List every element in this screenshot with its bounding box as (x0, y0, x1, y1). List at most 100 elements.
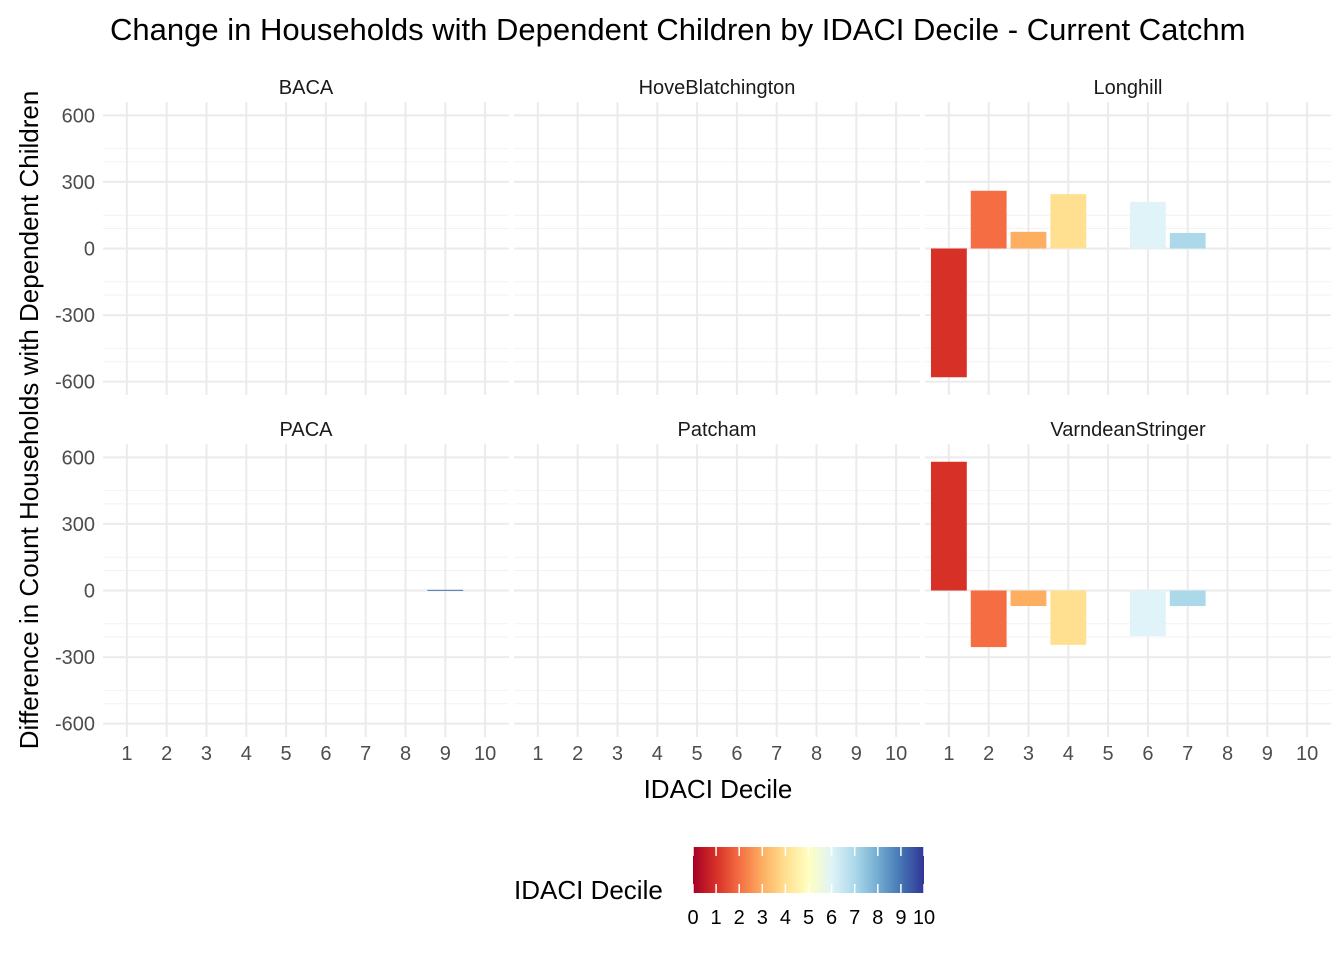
x-tick-label: 3 (1023, 743, 1034, 765)
x-tick-label: 6 (1142, 743, 1153, 765)
facet-hoveblatchington: HoveBlatchington (514, 77, 920, 395)
x-tick-labels: 1 2 3 4 5 6 7 8 9 10 (121, 743, 496, 765)
minor-gridlines (514, 148, 920, 363)
minor-gridlines (514, 490, 920, 705)
x-tick-labels: 1 2 3 4 5 6 7 8 9 10 (943, 743, 1318, 765)
y-tick-label: -600 (55, 372, 95, 394)
bar-decile-1 (930, 461, 967, 591)
facet-patcham: Patcham 1 2 3 4 5 6 7 8 9 10 (514, 419, 920, 765)
bars (930, 190, 1206, 378)
y-axis-title: Difference in Count Households with Depe… (14, 91, 44, 750)
minor-gridlines (103, 148, 509, 363)
legend-tick-label: 8 (872, 907, 883, 929)
legend-ticks: 0 1 2 3 4 5 6 7 8 9 10 (687, 847, 935, 929)
y-tick-label: -300 (55, 305, 95, 327)
minor-gridlines (103, 490, 509, 705)
legend-title: IDACI Decile (514, 875, 663, 905)
y-tick-label: 0 (84, 239, 95, 261)
facet-panels: BACA -600 -300 0 300 600 HoveBlatchington Longh… (55, 77, 1331, 765)
y-tick-label: -300 (55, 647, 95, 669)
legend-tick-label: 5 (803, 907, 814, 929)
facet-label: Longhill (1094, 77, 1163, 99)
bar-decile-4 (1050, 194, 1087, 249)
facet-label: Patcham (678, 419, 757, 441)
x-tick-label: 8 (1222, 743, 1233, 765)
x-tick-label: 10 (1296, 743, 1318, 765)
legend-tick-label: 0 (687, 907, 698, 929)
legend-tick-label: 7 (849, 907, 860, 929)
facet-label: VarndeanStringer (1050, 419, 1206, 441)
bar-decile-7 (1169, 590, 1206, 607)
facet-label: HoveBlatchington (639, 77, 796, 99)
x-tick-label: 10 (474, 743, 496, 765)
x-tick-label: 10 (885, 743, 907, 765)
major-gridlines (103, 444, 509, 737)
legend-tick-label: 6 (826, 907, 837, 929)
major-gridlines (514, 444, 920, 737)
major-gridlines (514, 102, 920, 395)
x-tick-label: 1 (943, 743, 954, 765)
x-tick-label: 2 (572, 743, 583, 765)
x-tick-label: 1 (121, 743, 132, 765)
bar-decile-9 (427, 589, 464, 591)
x-tick-label: 7 (360, 743, 371, 765)
x-axis-title: IDACI Decile (644, 774, 793, 804)
bar-decile-7 (1169, 232, 1206, 249)
x-tick-label: 7 (1182, 743, 1193, 765)
bar-decile-3 (1010, 231, 1047, 249)
bar-decile-2 (970, 190, 1007, 249)
color-legend: IDACI Decile 0 1 2 3 4 5 6 7 8 9 10 (514, 847, 935, 929)
bar-decile-6 (1129, 201, 1166, 249)
bar-decile-6 (1129, 590, 1166, 637)
x-tick-label: 3 (201, 743, 212, 765)
x-tick-label: 8 (811, 743, 822, 765)
facet-paca: PACA -600 -300 0 300 600 1 2 3 4 5 6 7 8 9 10 (55, 419, 509, 765)
x-tick-label: 7 (771, 743, 782, 765)
bars (427, 589, 464, 591)
x-tick-label: 2 (161, 743, 172, 765)
x-tick-labels: 1 2 3 4 5 6 7 8 9 10 (532, 743, 907, 765)
legend-tick-label: 10 (913, 907, 935, 929)
bars (930, 461, 1206, 648)
bar-decile-2 (970, 590, 1007, 648)
chart-title: Change in Households with Dependent Chil… (110, 12, 1246, 47)
facet-label: BACA (279, 77, 334, 99)
major-gridlines (103, 102, 509, 395)
legend-tick-label: 1 (711, 907, 722, 929)
x-tick-label: 9 (440, 743, 451, 765)
facet-varndeanstringer: VarndeanStringer 1 2 3 4 5 6 7 8 9 10 (925, 419, 1331, 765)
x-tick-label: 6 (731, 743, 742, 765)
y-tick-labels: -600 -300 0 300 600 (55, 447, 95, 735)
y-tick-label: 600 (62, 105, 95, 127)
x-tick-label: 9 (1262, 743, 1273, 765)
x-tick-label: 5 (692, 743, 703, 765)
legend-tick-label: 4 (780, 907, 791, 929)
x-tick-label: 3 (612, 743, 623, 765)
bar-decile-1 (930, 248, 967, 378)
y-tick-label: 600 (62, 447, 95, 469)
x-tick-label: 5 (281, 743, 292, 765)
x-tick-label: 4 (1063, 743, 1074, 765)
x-tick-label: 5 (1103, 743, 1114, 765)
y-tick-labels: -600 -300 0 300 600 (55, 105, 95, 393)
legend-tick-label: 3 (757, 907, 768, 929)
bar-decile-3 (1010, 590, 1047, 607)
y-tick-label: -600 (55, 714, 95, 736)
bar-decile-4 (1050, 590, 1087, 645)
x-tick-label: 2 (983, 743, 994, 765)
y-tick-label: 300 (62, 172, 95, 194)
x-tick-label: 1 (532, 743, 543, 765)
facet-longhill: Longhill (925, 77, 1331, 395)
y-tick-label: 300 (62, 514, 95, 536)
x-tick-label: 4 (241, 743, 252, 765)
x-tick-label: 8 (400, 743, 411, 765)
x-tick-label: 4 (652, 743, 663, 765)
y-tick-label: 0 (84, 581, 95, 603)
minor-gridlines (925, 148, 1331, 363)
facet-baca: BACA -600 -300 0 300 600 (55, 77, 509, 395)
legend-tick-label: 2 (734, 907, 745, 929)
x-tick-label: 6 (320, 743, 331, 765)
x-tick-label: 9 (851, 743, 862, 765)
facet-label: PACA (280, 419, 334, 441)
